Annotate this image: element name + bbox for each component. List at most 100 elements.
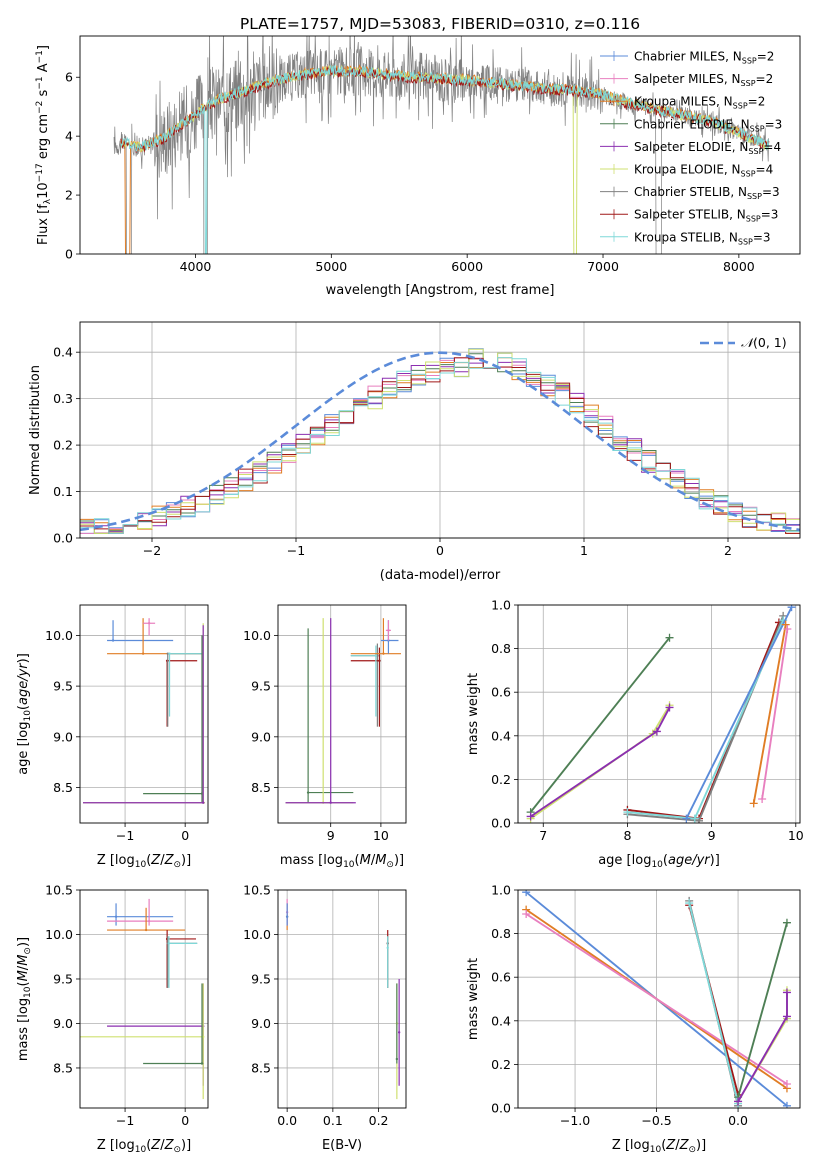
weight-marker — [782, 1012, 791, 1021]
data-point — [147, 919, 151, 923]
weight-line — [627, 619, 785, 820]
spectrum-legend: Chabrier MILES, NSSP=2 Salpeter MILES, NS… — [600, 50, 782, 246]
data-point — [285, 915, 289, 918]
weight-marker — [782, 918, 791, 927]
y-tick-label: 10.0 — [45, 927, 73, 942]
age_vs_Z-plot — [83, 618, 205, 804]
x-tick-label: −2 — [143, 543, 161, 558]
x-tick-label: 10 — [373, 828, 389, 843]
data-point — [200, 792, 204, 795]
x-axis-label: (data-model)/error — [380, 568, 501, 583]
x-tick-label: 0.0 — [277, 1113, 297, 1128]
weight-marker — [682, 814, 691, 823]
weight-marker — [526, 812, 535, 821]
y-tick-label: 9.5 — [251, 679, 271, 694]
x-tick-label: 9 — [708, 828, 716, 843]
data-point — [168, 652, 171, 655]
legend-entry: Chabrier STELIB, NSSP=3 — [634, 185, 780, 201]
y-tick-label: 8.5 — [53, 1060, 73, 1075]
axes-frame — [79, 889, 209, 1109]
x-tick-label: −1 — [287, 543, 305, 558]
residuals-panel: −2 −1 0 1 2 0.0 0.1 0.2 0.3 0.4 𝒩(0, 1) (data-model… — [28, 321, 801, 583]
axes-frame — [517, 604, 801, 824]
y-tick-label: 1.0 — [491, 598, 511, 613]
y-tick-label: 4 — [65, 129, 73, 144]
age_vs_mass-panel: 9 10 8.5 9.0 9.5 10.0 mass [log10(M/M⊙)] — [243, 604, 407, 870]
data-point — [382, 652, 385, 655]
spectrum-plot — [113, 36, 770, 254]
data-point — [166, 652, 169, 655]
data-point — [387, 629, 390, 632]
spectrum-model-line — [120, 64, 770, 254]
weight-line — [761, 628, 789, 800]
x-axis-label: mass [log10(M/M⊙)] — [280, 853, 404, 870]
data-point — [167, 942, 171, 945]
weight-line — [685, 606, 793, 820]
x-tick-label: 2 — [724, 543, 732, 558]
data-point — [306, 791, 310, 794]
legend-entry: Salpeter ELODIE, NSSP=4 — [634, 140, 781, 156]
weight-marker — [685, 899, 694, 908]
data-point — [141, 652, 145, 655]
y-tick-label: 9.0 — [53, 1016, 73, 1031]
x-tick-label: 7 — [539, 828, 547, 843]
age_vs_Z-panel: −1 0 8.5 9.0 9.5 10.0 Z [log10(Z/Z⊙)] age [log1… — [16, 604, 209, 870]
y-axis-label: mass weight — [466, 673, 481, 755]
y-tick-label: 0 — [65, 247, 73, 262]
x-axis-label: Z [log10(Z/Z⊙)] — [612, 1138, 706, 1155]
data-point — [386, 946, 389, 950]
y-tick-label: 8.5 — [53, 780, 73, 795]
data-point — [395, 1057, 399, 1061]
y-tick-label: 9.0 — [251, 729, 271, 744]
y-tick-label: 10.5 — [45, 883, 73, 898]
weight-marker — [623, 808, 632, 817]
spectrum-data-line — [113, 36, 769, 254]
x-tick-label: 0 — [181, 828, 189, 843]
y-tick-label: 0.0 — [491, 1101, 511, 1116]
data-point — [374, 654, 378, 657]
data-point — [397, 1031, 401, 1034]
y-tick-label: 0.4 — [491, 1013, 511, 1028]
x-tick-label: −1 — [116, 1113, 134, 1128]
data-point — [200, 1062, 204, 1065]
y-tick-label: 0.6 — [491, 685, 511, 700]
axes-frame — [79, 604, 209, 824]
x-tick-label: 1 — [580, 543, 588, 558]
y-tick-label: 0.3 — [53, 391, 73, 406]
y-tick-label: 0.1 — [53, 484, 73, 499]
data-point — [201, 1035, 205, 1039]
y-axis-label: Flux [fλ10−17 erg cm−2 s−1 A−1] — [35, 45, 53, 245]
y-tick-label: 0.0 — [491, 816, 511, 831]
y-tick-label: 0.4 — [53, 345, 73, 360]
data-point — [111, 639, 115, 642]
weight-marker — [665, 703, 674, 712]
histogram-line — [80, 357, 800, 534]
y-tick-label: 8.5 — [251, 1060, 271, 1075]
y-axis-label: mass [log10(M/M⊙)] — [16, 937, 33, 1061]
y-axis-label: Normed distribution — [28, 365, 43, 495]
axes-frame — [277, 604, 407, 824]
legend-entry: Kroupa MILES, NSSP=2 — [634, 95, 765, 111]
y-tick-label: 10.0 — [243, 927, 271, 942]
x-axis-label: E(B-V) — [322, 1138, 362, 1153]
spectrum-panel: 4000 5000 6000 7000 8000 0 2 4 6 wavelength [Angs… — [35, 35, 801, 298]
y-tick-label: 0.2 — [491, 772, 511, 787]
legend-entry: Chabrier MILES, NSSP=2 — [634, 50, 774, 66]
data-point — [147, 622, 151, 625]
x-tick-label: −1.0 — [560, 1113, 590, 1128]
weight-line — [752, 624, 787, 804]
residuals-plot — [80, 348, 800, 534]
weight-marker — [758, 795, 767, 804]
y-tick-label: 0.2 — [491, 1057, 511, 1072]
weight-marker — [781, 620, 790, 629]
y-tick-label: 8.5 — [251, 780, 271, 795]
y-tick-label: 0.2 — [53, 438, 73, 453]
y-tick-label: 0.0 — [53, 531, 73, 546]
y-axis-label: mass weight — [466, 958, 481, 1040]
axes-frame — [79, 321, 801, 539]
x-axis-label: Z [log10(Z/Z⊙)] — [97, 853, 191, 870]
axes-frame — [277, 889, 407, 1109]
axes-frame — [517, 889, 801, 1109]
figure-title: PLATE=1757, MJD=53083, FIBERID=0310, z=0… — [240, 15, 640, 33]
y-tick-label: 0.8 — [491, 926, 511, 941]
